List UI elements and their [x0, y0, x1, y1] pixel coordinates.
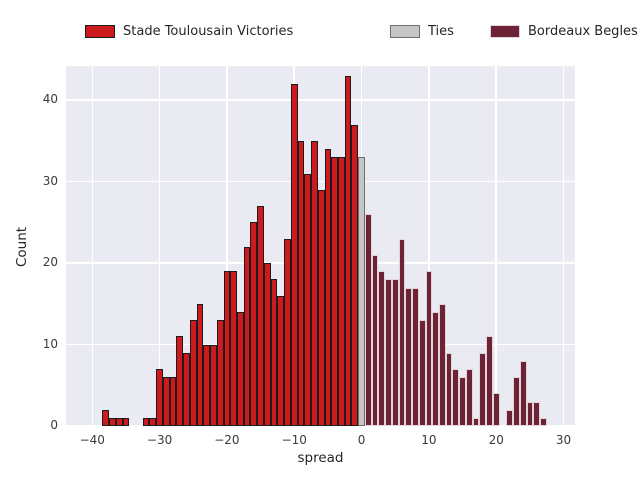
bar-toulouse	[237, 311, 244, 426]
x-tick-label: −40	[79, 433, 105, 447]
bar-toulouse	[210, 344, 217, 426]
bar-toulouse	[338, 157, 345, 426]
bar-bordeaux	[526, 401, 534, 426]
bar-bordeaux	[492, 393, 500, 426]
bar-toulouse	[263, 263, 271, 426]
bar-toulouse	[277, 295, 285, 426]
bar-toulouse	[297, 140, 305, 426]
gridline-x	[91, 66, 93, 426]
bar-bordeaux	[412, 287, 419, 426]
bar-bordeaux	[398, 238, 406, 426]
bar-toulouse	[284, 238, 291, 426]
bar-bordeaux	[445, 352, 453, 426]
bar-toulouse	[331, 157, 338, 426]
bar-bordeaux	[533, 401, 540, 426]
gridline-x	[562, 66, 565, 426]
gridline-y	[66, 99, 575, 101]
bar-bordeaux	[378, 271, 386, 426]
ties-legend-label: Ties	[428, 23, 454, 39]
bar-toulouse	[162, 377, 170, 426]
ties-swatch	[390, 24, 420, 38]
bar-toulouse	[311, 140, 318, 426]
bar-toulouse	[290, 83, 298, 426]
bar-toulouse	[196, 303, 204, 426]
x-tick-label: −10	[281, 433, 307, 447]
bar-toulouse	[230, 271, 237, 426]
legend-item-ties: Ties	[390, 22, 454, 40]
legend-item-bordeaux: Bordeaux Begles Victories	[490, 22, 640, 40]
gridline-x	[158, 66, 161, 426]
y-tick-label: 20	[42, 255, 58, 270]
bar-toulouse	[203, 344, 211, 426]
bar-toulouse	[317, 189, 325, 426]
bar-toulouse	[115, 417, 123, 426]
bar-bordeaux	[425, 271, 433, 426]
bar-bordeaux	[438, 303, 446, 426]
bar-bordeaux	[519, 360, 527, 426]
bar-toulouse	[183, 352, 190, 426]
bordeaux-swatch	[490, 24, 520, 38]
y-tick-label: 0	[50, 418, 58, 432]
plot-area	[66, 66, 575, 427]
y-tick-label: 10	[42, 336, 58, 351]
bar-bordeaux	[405, 287, 413, 426]
bar-toulouse	[324, 149, 332, 426]
bar-toulouse	[122, 417, 130, 426]
toulouse-legend-label: Stade Toulousain Victories	[123, 23, 294, 39]
x-tick-label: 30	[555, 433, 572, 447]
x-tick-label: 0	[357, 433, 366, 447]
bar-bordeaux	[385, 279, 392, 426]
bar-toulouse	[304, 173, 312, 426]
x-tick-label: 10	[421, 433, 437, 447]
gridline-x	[495, 66, 497, 426]
bar-toulouse	[223, 271, 231, 426]
bar-toulouse	[156, 369, 163, 426]
bar-bordeaux	[459, 377, 466, 426]
bar-bordeaux	[486, 336, 493, 426]
bar-bordeaux	[513, 377, 520, 426]
bar-toulouse	[257, 206, 264, 426]
bar-bordeaux	[418, 320, 426, 426]
bar-toulouse	[102, 409, 110, 426]
x-tick-label: −30	[146, 433, 173, 447]
legend: Stade Toulousain Victories Ties Bordeaux…	[0, 22, 640, 42]
bordeaux-legend-label: Bordeaux Begles Victories	[528, 23, 640, 39]
bar-toulouse	[189, 320, 197, 426]
bar-bordeaux	[539, 417, 547, 426]
bar-toulouse	[243, 246, 251, 426]
gridline-y	[66, 425, 575, 427]
bar-toulouse	[142, 417, 150, 426]
bar-toulouse	[270, 279, 278, 426]
bar-toulouse	[250, 222, 258, 426]
gridline-x	[226, 66, 228, 426]
bar-bordeaux	[465, 369, 473, 426]
gridline-x	[428, 66, 430, 426]
legend-item-toulouse: Stade Toulousain Victories	[85, 22, 293, 40]
x-tick-label: −20	[214, 433, 240, 447]
bar-bordeaux	[391, 279, 399, 426]
bar-bordeaux	[432, 311, 439, 426]
bar-toulouse	[351, 124, 359, 426]
bar-bordeaux	[371, 254, 379, 426]
y-tick-label: 30	[42, 173, 58, 188]
gridline-y	[66, 180, 575, 183]
bar-toulouse	[149, 417, 157, 426]
toulouse-swatch	[85, 24, 115, 38]
x-axis-label: spread	[297, 450, 344, 466]
bar-ties	[358, 157, 365, 426]
bar-toulouse	[176, 336, 184, 426]
bar-toulouse	[344, 75, 352, 426]
bar-bordeaux	[452, 369, 460, 426]
bar-bordeaux	[479, 352, 487, 426]
bar-toulouse	[169, 377, 177, 426]
y-axis-label: Count	[14, 226, 30, 268]
x-tick-label: 20	[488, 433, 504, 447]
y-tick-label: 40	[42, 92, 58, 107]
bar-bordeaux	[472, 417, 480, 426]
bar-bordeaux	[364, 214, 372, 426]
bar-toulouse	[216, 320, 224, 426]
bar-bordeaux	[506, 409, 514, 426]
bar-toulouse	[109, 417, 116, 426]
